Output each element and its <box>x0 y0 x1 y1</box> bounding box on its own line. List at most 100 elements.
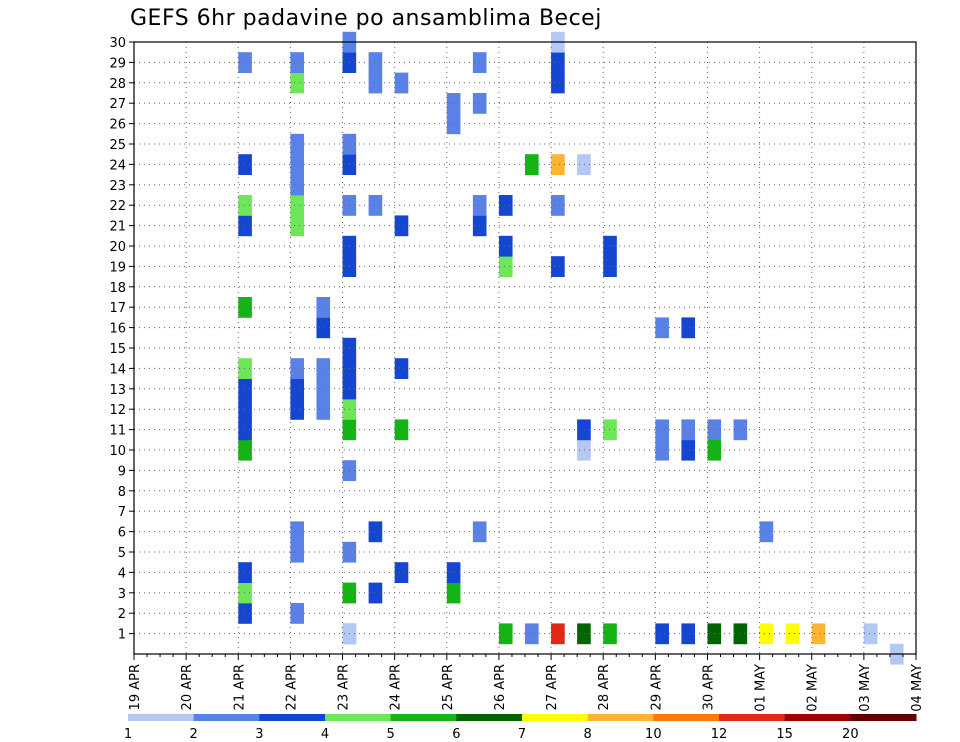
cells-layer <box>238 31 904 665</box>
heatmap-cell <box>394 562 409 583</box>
heatmap-cell <box>603 256 617 277</box>
heatmap-cell <box>368 195 383 216</box>
heatmap-cell <box>551 256 565 277</box>
heatmap-cell <box>368 582 383 604</box>
heatmap-cell <box>290 174 305 196</box>
heatmap-cell <box>498 235 513 257</box>
y-tick-label: 11 <box>109 424 126 439</box>
legend-swatch <box>653 714 720 721</box>
heatmap-cell <box>603 623 617 645</box>
heatmap-cell <box>603 419 617 441</box>
heatmap-cell <box>577 439 591 461</box>
y-tick-label: 5 <box>118 546 126 561</box>
heatmap-cell <box>290 399 305 420</box>
legend-swatch <box>587 714 654 721</box>
heatmap-cell <box>759 521 774 543</box>
legend-label: 6 <box>452 727 460 742</box>
y-tick-label: 29 <box>109 56 126 71</box>
heatmap-cell <box>681 317 696 339</box>
y-tick-label: 20 <box>109 240 126 255</box>
heatmap-cell <box>394 419 409 441</box>
legend-label: 3 <box>255 727 263 742</box>
legend-label: 5 <box>387 727 395 742</box>
y-tick-label: 19 <box>109 260 126 275</box>
y-tick-label: 25 <box>109 138 126 153</box>
heatmap-cell <box>394 72 409 94</box>
y-tick-label: 14 <box>109 362 126 377</box>
heatmap-cell <box>290 378 305 400</box>
heatmap-cell <box>238 358 252 379</box>
x-tick-label: 27 APR <box>545 664 560 710</box>
heatmap-cell <box>290 72 305 94</box>
y-tick-label: 18 <box>109 281 126 296</box>
heatmap-cell <box>733 623 748 645</box>
heatmap-cell <box>498 256 513 277</box>
heatmap-cell <box>238 439 252 461</box>
legend-swatch <box>325 714 392 721</box>
y-tick-label: 15 <box>109 342 126 357</box>
legend-label: 4 <box>321 727 329 742</box>
x-tick-label: 30 APR <box>701 664 716 710</box>
legend-swatch <box>522 714 589 721</box>
y-tick-label: 28 <box>109 77 126 92</box>
heatmap-cell <box>446 562 461 583</box>
heatmap-cell <box>290 541 305 563</box>
y-tick-label: 2 <box>118 607 126 622</box>
heatmap-cell <box>238 215 252 237</box>
heatmap-cell <box>525 623 539 645</box>
x-tick-label: 20 APR <box>180 664 195 710</box>
y-tick-label: 6 <box>118 526 126 541</box>
legend-label: 8 <box>584 727 592 742</box>
x-tick-label: 22 APR <box>284 664 299 710</box>
y-tick-label: 12 <box>109 403 126 418</box>
heatmap-cell <box>551 52 565 73</box>
heatmap-cell <box>238 378 252 400</box>
heatmap-cell <box>655 623 669 645</box>
y-tick-label: 3 <box>118 587 126 602</box>
y-tick-label: 4 <box>118 566 126 581</box>
y-tick-label: 1 <box>118 628 126 643</box>
heatmap-cell <box>655 317 669 339</box>
y-tick-label: 8 <box>118 485 126 500</box>
y-tick-label: 13 <box>109 383 126 398</box>
heatmap-cell <box>603 235 617 257</box>
y-tick-label: 7 <box>118 505 126 520</box>
y-tick-label: 22 <box>109 199 126 214</box>
heatmap-cell <box>238 562 252 583</box>
heatmap-cell <box>759 623 774 645</box>
heatmap-cell <box>863 623 878 645</box>
heatmap-cell <box>238 297 252 318</box>
x-tick-label: 01 MAY <box>754 664 769 712</box>
x-tick-label: 28 APR <box>597 664 612 710</box>
x-tick-label: 29 APR <box>649 664 664 710</box>
heatmap-cell <box>577 419 591 441</box>
y-tick-label: 24 <box>109 158 126 173</box>
heatmap-cell <box>368 521 383 543</box>
heatmap-cell <box>446 93 461 114</box>
x-tick-label: 03 MAY <box>858 664 873 712</box>
legend-swatch <box>784 714 851 721</box>
x-tick-label: 23 APR <box>337 664 352 710</box>
heatmap-cell <box>238 419 252 441</box>
heatmap-cell <box>655 419 669 441</box>
heatmap-cell <box>368 72 383 94</box>
heatmap-cell <box>290 358 305 379</box>
x-tick-label: 26 APR <box>493 664 508 710</box>
heatmap-cell <box>681 439 696 461</box>
legend-label: 1 <box>124 727 132 742</box>
legend-swatch <box>850 714 917 721</box>
legend-label: 20 <box>842 727 859 742</box>
y-tick-label: 9 <box>118 464 126 479</box>
grid-layer <box>134 42 916 654</box>
legend-label: 10 <box>645 727 662 742</box>
heatmap-cell <box>316 399 331 420</box>
legend-label: 7 <box>518 727 526 742</box>
heatmap-cell <box>394 215 409 237</box>
heatmap-cell <box>551 195 565 216</box>
legend-swatch <box>456 714 523 721</box>
x-tick-label: 24 APR <box>389 664 404 710</box>
x-tick-label: 02 MAY <box>806 664 821 712</box>
x-tick-label: 04 MAY <box>910 664 925 712</box>
heatmap-cell <box>290 52 305 73</box>
